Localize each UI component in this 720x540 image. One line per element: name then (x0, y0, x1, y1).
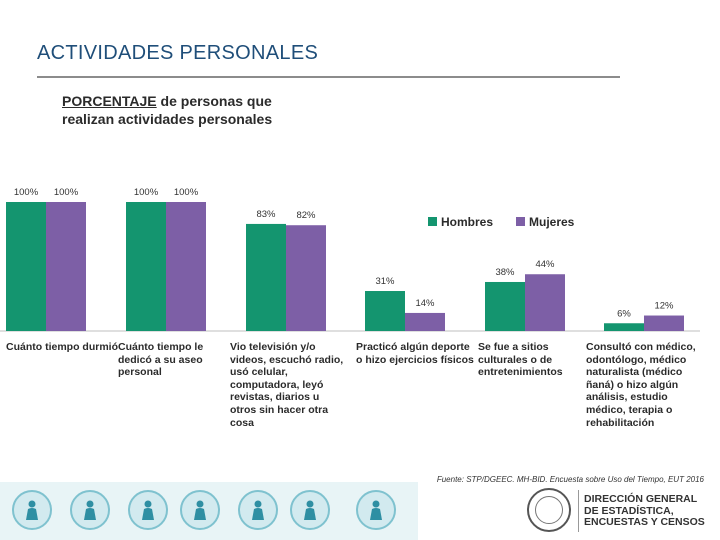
bar-hombres (126, 202, 166, 331)
category-label: Practicó algún deporte o hizo ejercicios… (356, 341, 474, 366)
cleaning-icon (70, 490, 110, 530)
category-label: Cuánto tiempo le dedicó a su aseo person… (118, 341, 204, 379)
bar-hombres (485, 281, 525, 331)
farming-icon (356, 490, 396, 530)
data-label: 100% (174, 187, 199, 198)
bar-mujeres (405, 312, 445, 331)
bar-hombres (365, 291, 405, 331)
family-icon (12, 490, 52, 530)
source-note: Fuente: STP/DGEEC. MH-BID. Encuesta sobr… (436, 475, 704, 484)
category-label: Consultó con médico, odontólogo, médico … (586, 341, 696, 429)
data-label: 31% (375, 276, 395, 287)
chart-title-emphasis: PORCENTAJE (62, 93, 157, 109)
legend-label: Mujeres (529, 215, 575, 229)
legend-swatch-hombres (428, 217, 437, 226)
data-label: 6% (617, 308, 631, 319)
legend-swatch-mujeres (516, 217, 525, 226)
org-name-line1: DIRECCIÓN GENERAL (584, 493, 698, 505)
bar-mujeres (286, 225, 326, 331)
title-divider (37, 76, 620, 78)
data-label: 38% (495, 267, 515, 278)
bar-mujeres (525, 274, 565, 331)
legend-label: Hombres (441, 215, 493, 229)
org-divider (578, 490, 579, 532)
category-label: Vio televisión y/o videos, escuchó radio… (230, 341, 344, 429)
shopping-icon (290, 490, 330, 530)
sports-icon (128, 490, 168, 530)
bar-mujeres (644, 315, 684, 331)
org-name: DIRECCIÓN GENERAL DE ESTADÍSTICA, ENCUES… (584, 493, 705, 529)
org-name-line2: DE ESTADÍSTICA, (584, 504, 674, 517)
chart-title-rest: de personas que (156, 93, 272, 109)
slide-title: ACTIVIDADES PERSONALES (37, 42, 319, 64)
data-label: 44% (535, 259, 555, 270)
bar-mujeres (46, 202, 86, 331)
category-label: Cuánto tiempo durmió (6, 341, 118, 353)
bar-chart: 100% 100% 100% 100% 83% 82% 31% 14% 38% 44% 6% 12% H… (0, 187, 700, 332)
elderly-care-icon (180, 490, 220, 530)
national-seal-icon (527, 488, 571, 532)
child-care-icon (238, 490, 278, 530)
bar-hombres (604, 323, 644, 331)
bar-hombres (6, 202, 46, 331)
bar-hombres (246, 223, 286, 331)
data-label: 14% (415, 298, 435, 309)
org-name-line3: ENCUESTAS Y CENSOS (584, 516, 705, 528)
chart-title-line2: realizan actividades personales (62, 111, 273, 127)
category-label: Se fue a sitios culturales o de entreten… (478, 341, 563, 379)
data-label: 82% (296, 210, 316, 221)
bar-mujeres (166, 202, 206, 331)
data-label: 100% (54, 187, 79, 198)
data-label: 83% (256, 209, 276, 220)
data-label: 100% (14, 187, 39, 198)
data-label: 12% (654, 301, 674, 312)
data-label: 100% (134, 187, 159, 198)
chart-title: PORCENTAJE de personas que realizan acti… (62, 92, 272, 128)
